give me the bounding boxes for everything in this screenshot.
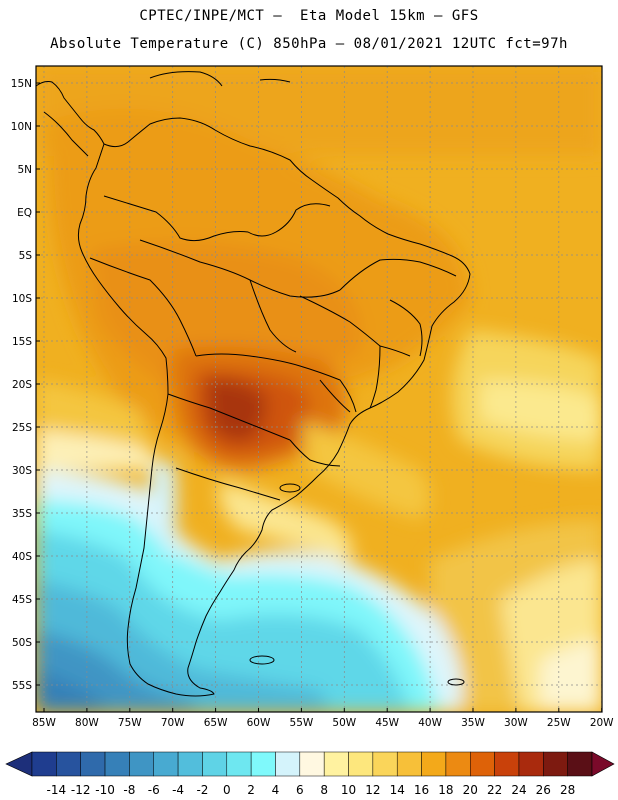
legend-label: -8: [123, 783, 135, 797]
legend-swatch: [494, 751, 520, 777]
legend-label: 28: [560, 783, 575, 797]
legend-swatch: [445, 751, 471, 777]
legend-label: -12: [71, 783, 91, 797]
lat-label: 40S: [12, 551, 32, 563]
legend-label: 20: [463, 783, 478, 797]
lat-label: 5N: [17, 164, 32, 176]
legend-swatch: [104, 751, 130, 777]
lon-label: 65W: [204, 717, 228, 729]
longitude-labels: 85W 80W 75W 70W 65W 60W 55W 50W 45W 40W 35W 30W 25W 2…: [32, 708, 614, 729]
legend-label: 12: [365, 783, 380, 797]
lon-label: 30W: [504, 717, 528, 729]
lat-label: 5S: [19, 250, 33, 262]
legend-swatch: [323, 751, 349, 777]
lat-label: 45S: [12, 594, 32, 606]
lon-label: 80W: [75, 717, 99, 729]
lat-label: 55S: [12, 680, 32, 692]
lon-label: 25W: [547, 717, 571, 729]
lon-label: 35W: [461, 717, 485, 729]
legend-label: 24: [511, 783, 526, 797]
lat-label: 20S: [12, 379, 32, 391]
legend-label: 16: [414, 783, 429, 797]
legend-swatch: [421, 751, 447, 777]
legend-label: 18: [438, 783, 453, 797]
lon-label: 75W: [118, 717, 142, 729]
legend-swatch: [153, 751, 179, 777]
lon-label: 50W: [332, 717, 356, 729]
lat-label: 15S: [12, 336, 32, 348]
lat-label: 50S: [12, 637, 32, 649]
lon-label: 20W: [590, 717, 614, 729]
latitude-labels: 15N 10N 5N EQ 5S 10S 15S 20S 25S 30S 35S 40S 45S 50S 5…: [11, 78, 40, 692]
lat-label: 25S: [12, 422, 32, 434]
map-gridlines: [36, 66, 603, 712]
legend-swatch: [56, 751, 81, 777]
lon-label: 45W: [375, 717, 399, 729]
legend-label: 14: [390, 783, 405, 797]
legend-under-arrow: [5, 751, 33, 777]
legend-swatch: [372, 751, 398, 777]
legend-label: -6: [148, 783, 160, 797]
lat-label: 35S: [12, 508, 32, 520]
legend-label: 0: [223, 783, 231, 797]
legend-swatch: [129, 751, 154, 777]
temperature-field: [36, 66, 602, 712]
legend-swatch: [348, 751, 374, 777]
lon-label: 60W: [247, 717, 271, 729]
legend-label: 22: [487, 783, 502, 797]
legend-label: 2: [247, 783, 255, 797]
legend-swatch: [518, 751, 544, 777]
legend-swatch: [567, 751, 593, 777]
legend-label: -4: [172, 783, 184, 797]
legend-swatch: [250, 751, 276, 777]
map-frame: [35, 65, 603, 713]
lat-label: 10N: [11, 121, 32, 133]
legend-swatch: [31, 751, 57, 777]
legend-swatch: [275, 751, 301, 777]
lat-label: 15N: [11, 78, 32, 90]
lon-label: 70W: [161, 717, 185, 729]
chart-title-line2: Absolute Temperature (C) 850hPa – 08/01/…: [50, 36, 568, 52]
lon-label: 55W: [290, 717, 314, 729]
legend-swatch: [177, 751, 203, 777]
legend-swatch: [80, 751, 106, 777]
legend-label: 26: [536, 783, 551, 797]
legend-label: -14: [47, 783, 67, 797]
legend-label: 10: [341, 783, 356, 797]
legend-label: -10: [95, 783, 115, 797]
legend-over-arrow: [591, 751, 615, 777]
legend-label: 4: [272, 783, 280, 797]
legend-swatch: [543, 751, 568, 777]
chart-title-line1: CPTEC/INPE/MCT – Eta Model 15km – GFS: [139, 8, 479, 24]
legend-swatch: [396, 751, 422, 777]
color-legend: -14 -12 -10 -8 -6 -4 -2 0 2 4 6 8 10 12 14 16 18 20 22 24 26…: [5, 751, 615, 797]
legend-label: 6: [296, 783, 304, 797]
legend-swatch: [299, 751, 325, 777]
legend-label: 8: [320, 783, 328, 797]
coastlines: [35, 71, 471, 697]
legend-swatch: [470, 751, 495, 777]
legend-swatch: [226, 751, 252, 777]
lon-label: 40W: [418, 717, 442, 729]
legend-label: -2: [196, 783, 208, 797]
legend-swatch: [202, 751, 228, 777]
lat-label: EQ: [17, 207, 32, 219]
lat-label: 10S: [12, 293, 32, 305]
lon-label: 85W: [32, 717, 56, 729]
lat-label: 30S: [12, 465, 32, 477]
